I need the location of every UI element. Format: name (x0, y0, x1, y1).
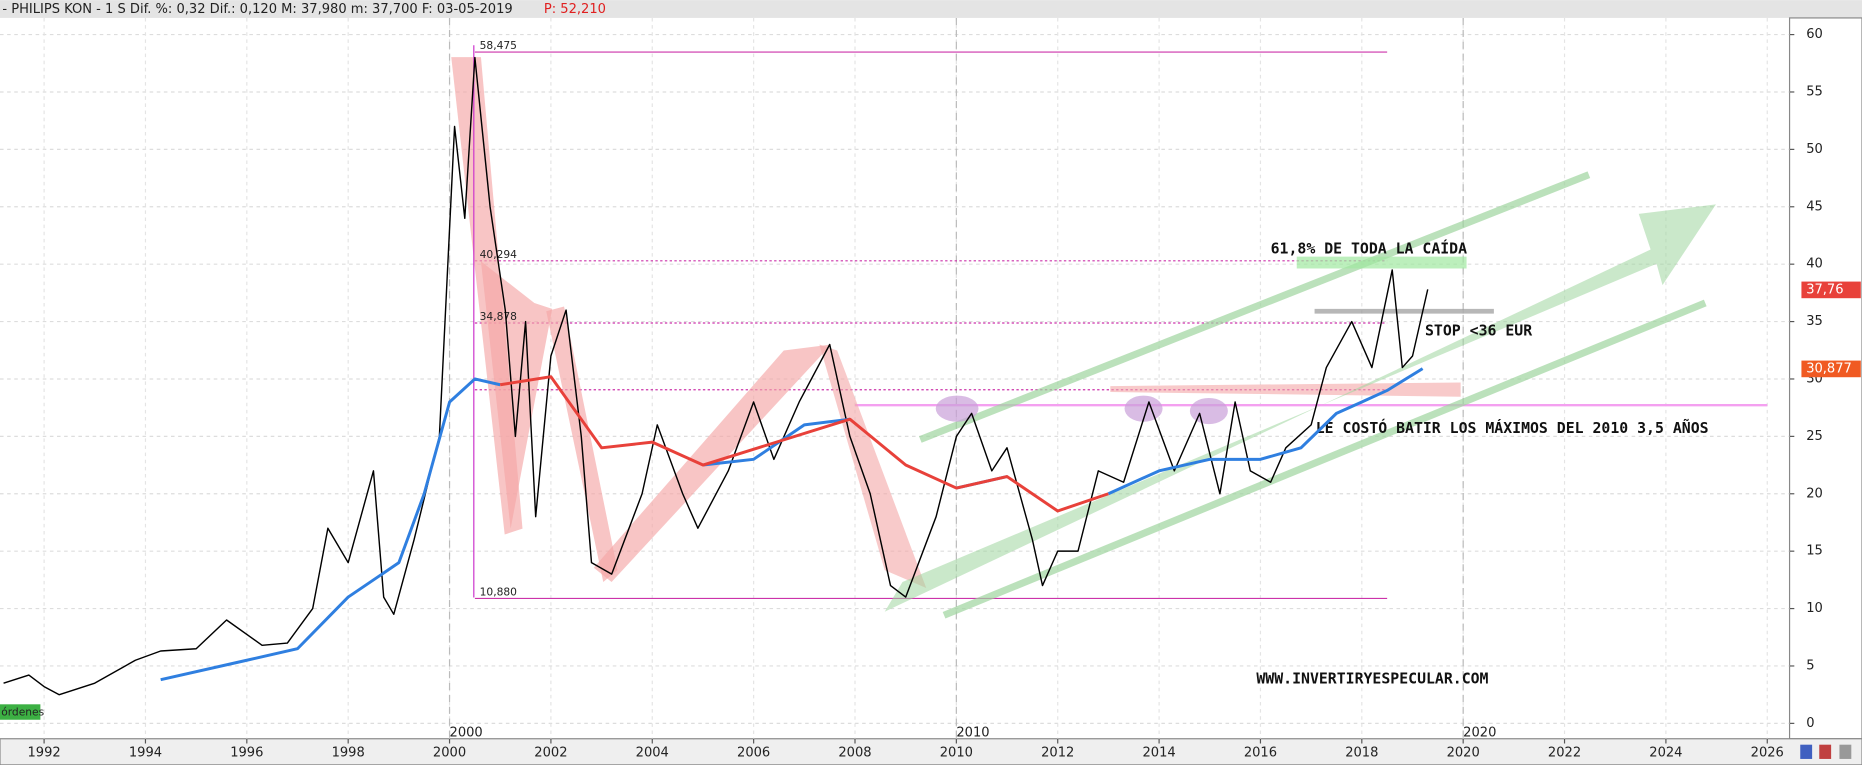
y-tick-label: 25 (1806, 429, 1823, 444)
icon (1800, 744, 1813, 759)
annotation: WWW.INVERTIRYESPECULAR.COM (1256, 670, 1488, 687)
x-tick-label: 2004 (636, 746, 669, 761)
x-tick-label: 2002 (534, 746, 567, 761)
level-label: 34,878 (480, 310, 518, 323)
y-tick-label: 5 (1806, 658, 1814, 673)
header-price: P: 52,210 (544, 2, 606, 17)
x-tick-label: 2016 (1244, 746, 1277, 761)
y-tick-label: 15 (1806, 544, 1823, 559)
y-tick-label: 0 (1806, 716, 1814, 731)
channel-line (919, 171, 1591, 443)
badge-text: órdenes (1, 706, 44, 719)
y-tick-label: 60 (1806, 27, 1823, 42)
y-tick-label: 35 (1806, 314, 1823, 329)
highlight (1189, 397, 1228, 425)
icon (1819, 744, 1832, 759)
x-tick-label: 2026 (1751, 746, 1784, 761)
x-tick-label: 2024 (1649, 746, 1682, 761)
price-line (3, 56, 1429, 696)
price-tag-label: 30,877 (1806, 361, 1852, 376)
level-label: 10,880 (480, 586, 518, 599)
x-tick-label: 1994 (129, 746, 162, 761)
x-axis-area (0, 738, 1862, 765)
icon (1839, 744, 1852, 759)
y-axis-area (1788, 17, 1862, 740)
decade-label: 2020 (1463, 725, 1496, 740)
x-tick-label: 2018 (1345, 746, 1378, 761)
price-tag (1801, 360, 1861, 378)
x-tick-label: 2022 (1548, 746, 1581, 761)
badge (0, 704, 41, 720)
decade-label: 2010 (956, 725, 989, 740)
highlight (935, 395, 979, 422)
y-tick-label: 45 (1806, 199, 1823, 214)
y-tick-label: 10 (1806, 601, 1823, 616)
x-tick-label: 1996 (230, 746, 263, 761)
price-tag-label: 37,76 (1806, 282, 1843, 297)
arrow-shape (819, 344, 927, 588)
arrow-shape (480, 261, 553, 529)
x-tick-label: 2012 (1041, 746, 1074, 761)
header-info: - PHILIPS KON - 1 S Dif. %: 0,32 Dif.: 0… (2, 2, 512, 17)
x-tick-label: 2014 (1142, 746, 1175, 761)
x-tick-label: 2008 (838, 746, 871, 761)
highlight (1296, 256, 1467, 269)
trend-arrow (884, 204, 1716, 612)
y-tick-label: 40 (1806, 257, 1823, 272)
annotation: 61,8% DE TODA LA CAÍDA (1271, 240, 1467, 258)
y-tick-label: 20 (1806, 486, 1823, 501)
x-tick-label: 2010 (940, 746, 973, 761)
level-label: 40,294 (480, 248, 518, 261)
x-tick-label: 2006 (737, 746, 770, 761)
header-bar (0, 0, 1862, 18)
y-tick-label: 55 (1806, 84, 1823, 99)
arrow-shape (1110, 382, 1461, 397)
x-tick-label: 1998 (332, 746, 365, 761)
decade-label: 2000 (450, 725, 483, 740)
annotation: LE COSTÓ BATIR LOS MÁXIMOS DEL 2010 3,5 … (1316, 419, 1709, 437)
x-tick-label: 1992 (27, 746, 60, 761)
price-tag (1801, 281, 1861, 299)
x-tick-label: 2020 (1447, 746, 1480, 761)
y-tick-label: 50 (1806, 142, 1823, 157)
moving-average (499, 375, 1109, 513)
channel-line (942, 299, 1707, 619)
level-label: 58,475 (480, 39, 517, 52)
x-tick-label: 2000 (433, 746, 466, 761)
annotation: STOP <36 EUR (1425, 322, 1532, 339)
